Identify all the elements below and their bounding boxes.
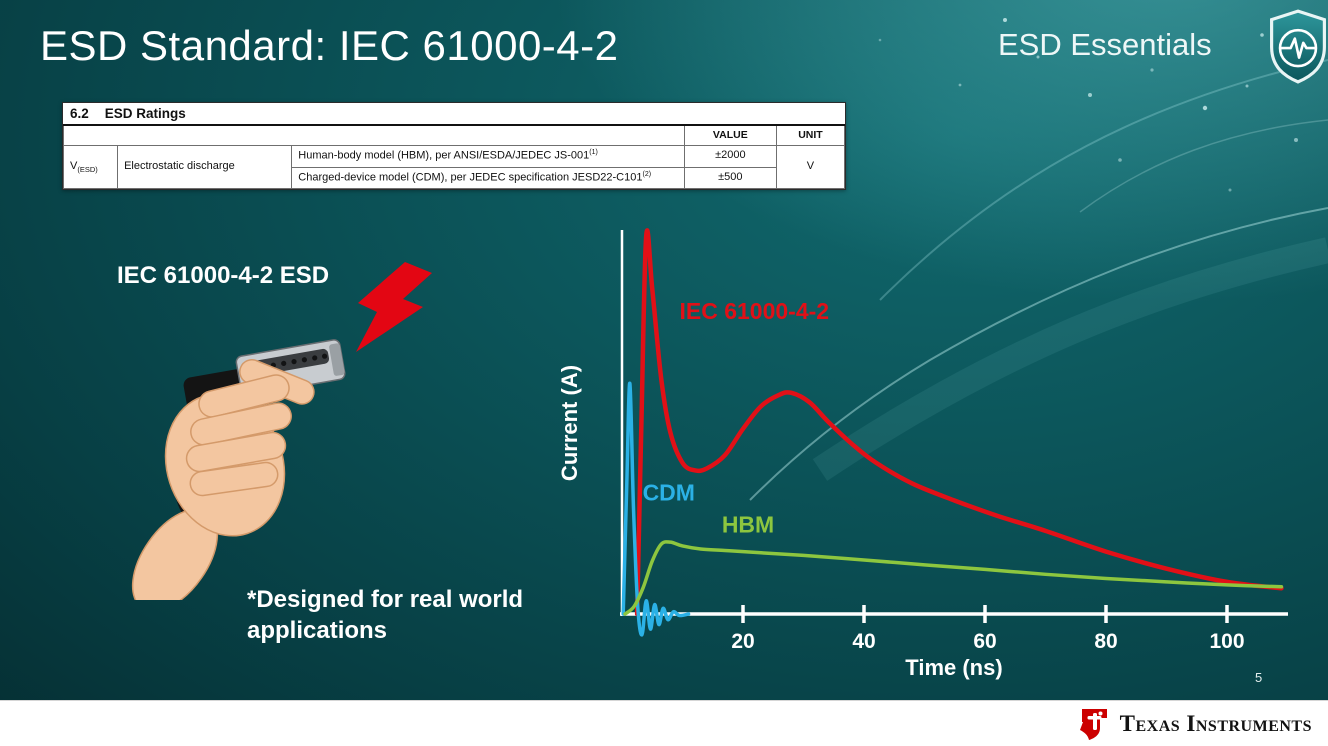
- x-tick-label: 100: [1209, 630, 1244, 653]
- series-curve: [623, 540, 1284, 616]
- hand: [131, 358, 315, 600]
- cdm-value-cell: ±500: [683, 166, 777, 189]
- esd-waveform-chart: 20 40 60 80 100 IEC 61000-4-2 CDM HBM: [620, 228, 1288, 653]
- x-tick-label: 20: [731, 630, 754, 653]
- unit-cell: V: [775, 145, 846, 189]
- symbol-subscript: (ESD): [77, 164, 98, 174]
- table-header-row: VALUE UNIT: [63, 126, 846, 147]
- series-label: IEC 61000-4-2: [679, 298, 829, 324]
- cdm-description: Charged-device model (CDM), per JEDEC sp…: [298, 171, 643, 184]
- ti-logo: Texas Instruments: [1078, 706, 1312, 742]
- hand-connector-illustration: [131, 262, 432, 600]
- table-row: V(ESD) Electrostatic discharge Human-bod…: [62, 145, 846, 189]
- illustration-label: IEC 61000-4-2 ESD: [117, 262, 330, 289]
- series-label: CDM: [643, 480, 695, 506]
- cdm-description-cell: Charged-device model (CDM), per JEDEC sp…: [291, 166, 685, 189]
- hbm-description-cell: Human-body model (HBM), per ANSI/ESDA/JE…: [291, 145, 685, 168]
- page-title: ESD Standard: IEC 61000-4-2: [40, 22, 619, 69]
- series-curve: [621, 381, 691, 637]
- series-curve: [634, 228, 1284, 617]
- ratings-grid: VALUE UNIT V(ESD) Electrostatic discharg…: [62, 126, 846, 189]
- parameter-cell: Electrostatic discharge: [117, 145, 293, 189]
- hbm-description: Human-body model (HBM), per ANSI/ESDA/JE…: [298, 149, 590, 162]
- x-tick-label: 60: [973, 630, 996, 653]
- footer-bar: Texas Instruments: [0, 700, 1328, 746]
- esd-shield-pulse-icon: [1270, 9, 1326, 84]
- symbol-base: V: [70, 159, 78, 172]
- lightning-bolt-icon: [356, 262, 432, 352]
- ti-logo-icon: [1079, 708, 1107, 740]
- x-axis-label: Time (ns): [905, 655, 1003, 680]
- hbm-value-cell: ±2000: [683, 145, 777, 168]
- series-title: ESD Essentials: [998, 27, 1212, 62]
- ti-wordmark: Texas Instruments: [1119, 710, 1312, 736]
- unit-column-header: UNIT: [775, 126, 846, 147]
- y-axis-label: Current (A): [557, 364, 582, 482]
- designed-note: *Designed for real world applications: [247, 586, 524, 644]
- cdm-footnote-ref: (2): [642, 170, 652, 178]
- series-label: HBM: [722, 512, 774, 538]
- value-column-header: VALUE: [683, 126, 777, 147]
- empty-header-cell: [63, 126, 685, 147]
- section-number: 6.2: [70, 106, 89, 121]
- section-name: ESD Ratings: [104, 106, 186, 121]
- x-tick-label: 80: [1094, 630, 1117, 653]
- hbm-footnote-ref: (1): [589, 149, 598, 157]
- x-tick-label: 40: [852, 630, 875, 653]
- esd-ratings-table: 6.2 ESD Ratings VALUE UNIT V(ESD) Electr…: [62, 102, 846, 190]
- symbol-cell: V(ESD): [62, 145, 119, 189]
- table-row: Charged-device model (CDM), per JEDEC sp…: [64, 166, 845, 189]
- page-number: 5: [1255, 670, 1263, 685]
- table-section-title: 6.2 ESD Ratings: [63, 103, 845, 126]
